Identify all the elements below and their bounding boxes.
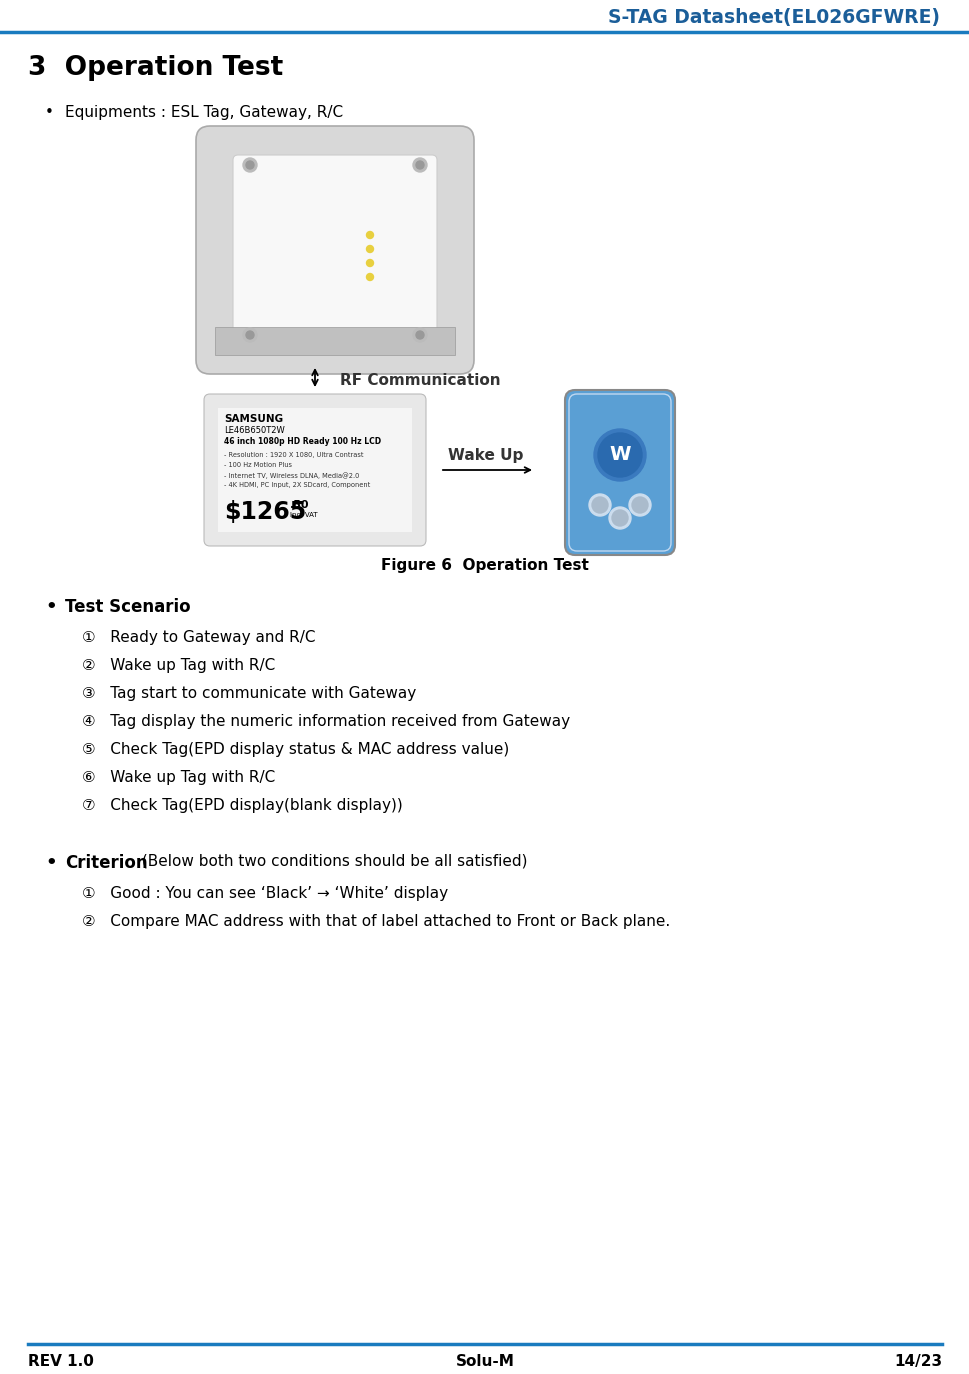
Circle shape — [611, 510, 627, 526]
Bar — [215, 327, 454, 354]
Text: - 100 Hz Motion Plus: - 100 Hz Motion Plus — [224, 462, 292, 469]
Text: ⑤   Check Tag(EPD display status & MAC address value): ⑤ Check Tag(EPD display status & MAC add… — [82, 742, 509, 757]
Circle shape — [246, 161, 254, 169]
Text: 3  Operation Test: 3 Operation Test — [28, 55, 283, 81]
Text: LE46B650T2W: LE46B650T2W — [224, 426, 285, 436]
Text: - 4K HDMI, PC Input, 2X SDcard, Component: - 4K HDMI, PC Input, 2X SDcard, Componen… — [224, 482, 370, 488]
Text: Test Scenario: Test Scenario — [65, 598, 191, 616]
Text: ①   Ready to Gateway and R/C: ① Ready to Gateway and R/C — [82, 631, 315, 644]
Text: RF Communication: RF Communication — [340, 372, 500, 387]
Text: ⑦   Check Tag(EPD display(blank display)): ⑦ Check Tag(EPD display(blank display)) — [82, 798, 402, 813]
Text: Inc. VAT: Inc. VAT — [290, 513, 317, 518]
Circle shape — [593, 429, 645, 481]
Circle shape — [609, 507, 631, 529]
Text: S-TAG Datasheet(EL026GFWRE): S-TAG Datasheet(EL026GFWRE) — [608, 8, 939, 27]
Text: SAMSUNG: SAMSUNG — [224, 414, 283, 425]
Circle shape — [246, 331, 254, 339]
Text: ②   Wake up Tag with R/C: ② Wake up Tag with R/C — [82, 658, 275, 673]
Text: •: • — [45, 855, 56, 872]
Text: - Resolution : 1920 X 1080, Ultra Contrast: - Resolution : 1920 X 1080, Ultra Contra… — [224, 452, 363, 458]
Circle shape — [366, 273, 373, 280]
Text: W: W — [609, 445, 630, 464]
Text: •: • — [45, 104, 54, 120]
Text: REV 1.0: REV 1.0 — [28, 1353, 94, 1369]
Text: Solu-M: Solu-M — [455, 1353, 514, 1369]
Text: - Internet TV, Wireless DLNA, Media@2.0: - Internet TV, Wireless DLNA, Media@2.0 — [224, 473, 359, 478]
Text: 46 inch 1080p HD Ready 100 Hz LCD: 46 inch 1080p HD Ready 100 Hz LCD — [224, 437, 381, 447]
Circle shape — [366, 246, 373, 253]
Text: Wake Up: Wake Up — [448, 448, 523, 463]
Text: .50: .50 — [290, 500, 309, 510]
Text: Figure 6  Operation Test: Figure 6 Operation Test — [381, 558, 588, 573]
Bar — [218, 408, 412, 532]
Text: ③   Tag start to communicate with Gateway: ③ Tag start to communicate with Gateway — [82, 686, 416, 701]
FancyBboxPatch shape — [196, 126, 474, 374]
Text: ①   Good : You can see ‘Black’ → ‘White’ display: ① Good : You can see ‘Black’ → ‘White’ d… — [82, 886, 448, 901]
FancyBboxPatch shape — [564, 390, 674, 555]
Text: ④   Tag display the numeric information received from Gateway: ④ Tag display the numeric information re… — [82, 714, 570, 730]
Text: •: • — [45, 598, 56, 616]
Circle shape — [416, 161, 423, 169]
Circle shape — [366, 260, 373, 267]
Circle shape — [243, 158, 257, 172]
Circle shape — [416, 331, 423, 339]
Circle shape — [366, 231, 373, 239]
Text: Equipments : ESL Tag, Gateway, R/C: Equipments : ESL Tag, Gateway, R/C — [65, 104, 343, 120]
FancyBboxPatch shape — [233, 155, 437, 335]
Circle shape — [588, 495, 610, 517]
Circle shape — [243, 328, 257, 342]
Circle shape — [591, 497, 608, 513]
Circle shape — [628, 495, 650, 517]
Text: Criterion: Criterion — [65, 855, 147, 872]
Circle shape — [597, 433, 641, 477]
Circle shape — [632, 497, 647, 513]
FancyBboxPatch shape — [203, 394, 425, 545]
Text: (Below both two conditions should be all satisfied): (Below both two conditions should be all… — [137, 855, 527, 868]
Text: ⑥   Wake up Tag with R/C: ⑥ Wake up Tag with R/C — [82, 769, 275, 785]
Text: $1265: $1265 — [224, 500, 306, 523]
Text: ②   Compare MAC address with that of label attached to Front or Back plane.: ② Compare MAC address with that of label… — [82, 914, 670, 929]
Text: 14/23: 14/23 — [893, 1353, 941, 1369]
Circle shape — [413, 328, 426, 342]
Circle shape — [413, 158, 426, 172]
